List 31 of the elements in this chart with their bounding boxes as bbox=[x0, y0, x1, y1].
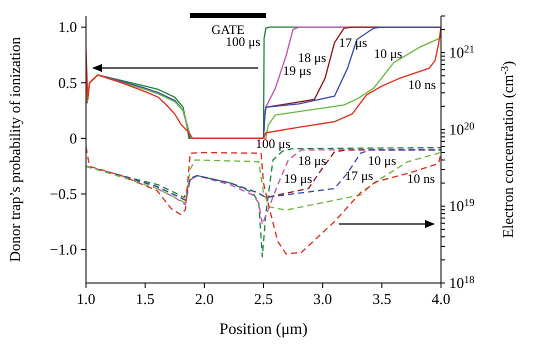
x-tick-label: 1.0 bbox=[76, 292, 96, 308]
annotation: 10 ns bbox=[407, 171, 435, 186]
annotation: 10 ns bbox=[408, 77, 436, 92]
annotation: 18 μs bbox=[298, 153, 326, 168]
annotation: 19 μs bbox=[284, 171, 312, 186]
y-tick-label: 1.0 bbox=[58, 20, 77, 36]
annotation: GATE bbox=[211, 22, 245, 37]
x-tick-label: 4.0 bbox=[432, 292, 450, 308]
y2-tick-label: 10$^{21}$ bbox=[449, 44, 474, 62]
x-tick-label: 3.0 bbox=[313, 292, 332, 308]
y2-tick-label: 10$^{20}$ bbox=[449, 120, 474, 138]
annotation: 10 μs bbox=[374, 46, 402, 61]
annotation: 18 μs bbox=[298, 50, 326, 65]
y-axis-title: Donor trap’s probability of ionization bbox=[8, 36, 24, 262]
y2-tick-label: 10$^{19}$ bbox=[449, 198, 474, 216]
x-axis-title: Position (μm) bbox=[219, 321, 308, 338]
annotation: 10 μs bbox=[368, 153, 396, 168]
x-tick-label: 2.5 bbox=[254, 292, 273, 308]
annotation: 17 μs bbox=[338, 35, 368, 50]
annotation: 17 μs bbox=[344, 168, 374, 183]
x-tick-label: 2.0 bbox=[194, 292, 214, 308]
y2-tick-label: 10$^{18}$ bbox=[449, 274, 474, 292]
y-tick-label: 0 bbox=[70, 131, 77, 148]
y-tick-label: −0.5 bbox=[50, 187, 77, 203]
annotation: 100 μs bbox=[226, 34, 260, 49]
x-tick-label: 3.5 bbox=[372, 292, 392, 308]
x-tick-label: 1.5 bbox=[136, 292, 155, 308]
annotation: 19 μs bbox=[282, 63, 312, 78]
y-tick-label: 0.5 bbox=[58, 76, 77, 92]
y-tick-label: −1.0 bbox=[50, 242, 77, 259]
annotation: 100 μs bbox=[256, 136, 290, 151]
